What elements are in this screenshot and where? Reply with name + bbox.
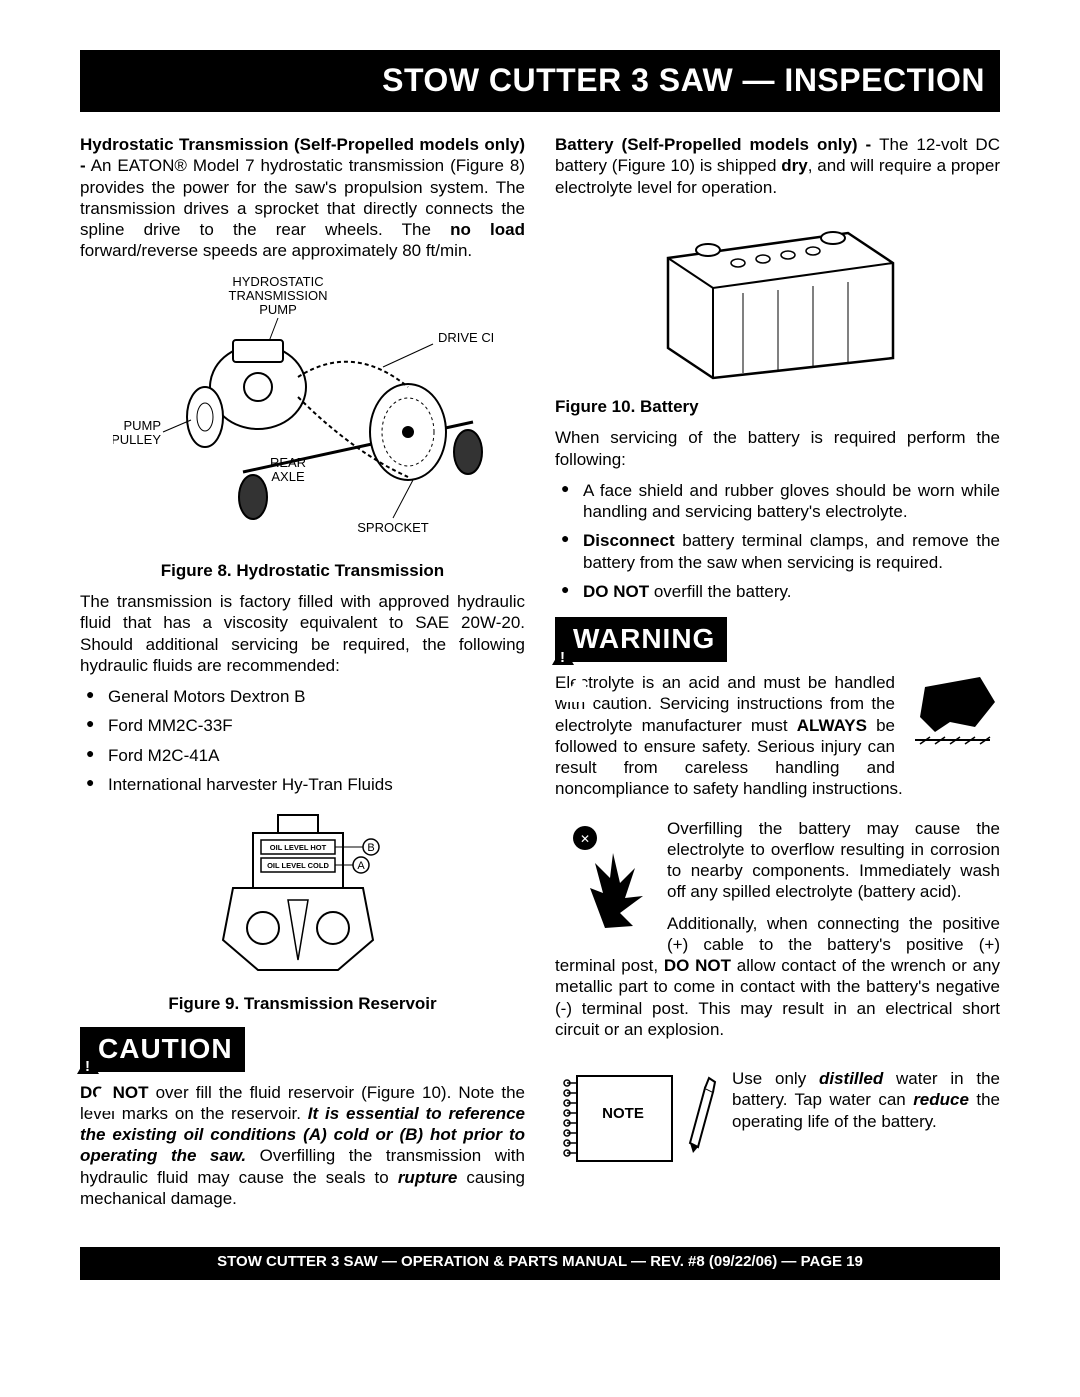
- page: STOW CUTTER 3 SAW — INSPECTION Hydrostat…: [0, 0, 1080, 1320]
- battery-intro: Battery (Self-Propelled models only) - T…: [555, 134, 1000, 198]
- warning-para-1: Electrolyte is an acid and must be handl…: [555, 672, 1000, 810]
- fluid-list: General Motors Dextron B Ford MM2C-33F F…: [80, 686, 525, 795]
- left-column: Hydrostatic Transmission (Self-Propelled…: [80, 134, 525, 1219]
- figure-9-caption: Figure 9. Transmission Reservoir: [80, 993, 525, 1014]
- note-text: Use only distilled water in the battery.…: [732, 1068, 1000, 1132]
- list-item: General Motors Dextron B: [80, 686, 525, 707]
- svg-text:PULLEY: PULLEY: [113, 432, 161, 447]
- svg-text:REAR: REAR: [269, 455, 305, 470]
- list-item: International harvester Hy-Tran Fluids: [80, 774, 525, 795]
- warning-para-2: ✕ Overfilling the battery may cause the …: [555, 818, 1000, 1051]
- hydro-intro: Hydrostatic Transmission (Self-Propelled…: [80, 134, 525, 262]
- svg-text:TRANSMISSION: TRANSMISSION: [228, 288, 327, 303]
- page-title: STOW CUTTER 3 SAW — INSPECTION: [80, 50, 1000, 112]
- explosion-icon: ✕: [555, 818, 655, 938]
- acid-hand-icon: [905, 672, 1000, 757]
- battery-list: A face shield and rubber gloves should b…: [555, 480, 1000, 602]
- svg-text:AXLE: AXLE: [271, 469, 305, 484]
- list-item: Disconnect battery terminal clamps, and …: [555, 530, 1000, 573]
- figure-8-caption: Figure 8. Hydrostatic Transmission: [80, 560, 525, 581]
- svg-text:✕: ✕: [580, 832, 590, 846]
- svg-text:HYDROSTATIC: HYDROSTATIC: [232, 274, 323, 289]
- caution-text: DO NOT over fill the fluid reservoir (Fi…: [80, 1082, 525, 1210]
- notepad-icon: NOTE: [555, 1068, 720, 1173]
- list-item: Ford MM2C-33F: [80, 715, 525, 736]
- figure-8: HYDROSTATIC TRANSMISSION PUMP PUMP PULLE…: [80, 272, 525, 552]
- caution-banner: ! CAUTION: [80, 1027, 245, 1072]
- right-column: Battery (Self-Propelled models only) - T…: [555, 134, 1000, 1219]
- svg-text:PUMP: PUMP: [259, 302, 297, 317]
- list-item: A face shield and rubber gloves should b…: [555, 480, 1000, 523]
- svg-text:B: B: [367, 842, 374, 854]
- svg-text:OIL LEVEL COLD: OIL LEVEL COLD: [267, 861, 329, 870]
- svg-text:DRIVE CHAIN: DRIVE CHAIN: [438, 330, 493, 345]
- warning-banner: ! WARNING: [555, 617, 727, 662]
- svg-text:OIL LEVEL HOT: OIL LEVEL HOT: [269, 843, 326, 852]
- battery-service-intro: When servicing of the battery is require…: [555, 427, 1000, 470]
- svg-text:SPROCKET: SPROCKET: [357, 520, 429, 535]
- note-block: NOTE Use only distilled water in the bat…: [555, 1068, 1000, 1173]
- content-columns: Hydrostatic Transmission (Self-Propelled…: [80, 134, 1000, 1219]
- footer: STOW CUTTER 3 SAW — OPERATION & PARTS MA…: [80, 1247, 1000, 1280]
- svg-text:A: A: [357, 860, 365, 872]
- list-item: Ford M2C-41A: [80, 745, 525, 766]
- svg-text:NOTE: NOTE: [602, 1105, 644, 1122]
- figure-10-caption: Figure 10. Battery: [555, 396, 1000, 417]
- list-item: DO NOT overfill the battery.: [555, 581, 1000, 602]
- figure-10: [555, 208, 1000, 388]
- fluid-intro: The transmission is factory filled with …: [80, 591, 525, 676]
- figure-9: OIL LEVEL HOT OIL LEVEL COLD B A: [80, 810, 525, 985]
- svg-text:PUMP: PUMP: [123, 418, 161, 433]
